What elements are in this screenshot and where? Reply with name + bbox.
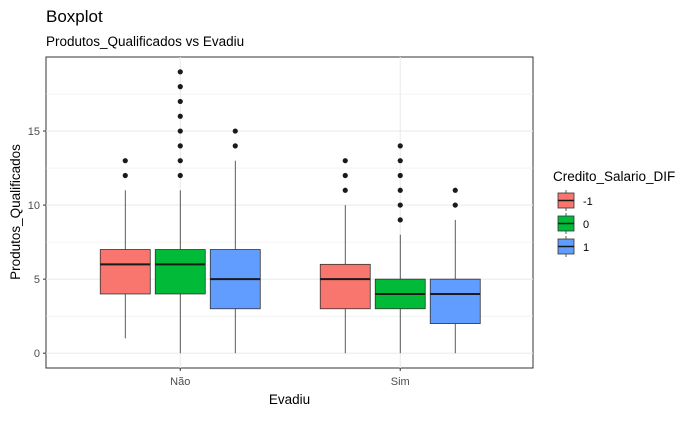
outlier-point (177, 69, 183, 75)
outlier-point (122, 172, 128, 179)
outlier-point (122, 158, 128, 164)
outlier-point (342, 172, 348, 179)
outlier-point (177, 172, 183, 179)
box-body (99, 249, 151, 295)
legend-item-1: 1 (557, 236, 589, 257)
x-axis-ticks: Não Sim (170, 368, 410, 388)
outlier-point (232, 128, 238, 134)
x-axis-title: Evadiu (269, 392, 310, 407)
outlier-point (177, 128, 183, 134)
x-tick-label: Não (170, 376, 190, 388)
outlier-point (397, 143, 403, 149)
box-group (99, 69, 481, 354)
box-1-Sim (429, 187, 481, 354)
outlier-point (177, 158, 183, 164)
outlier-point (342, 158, 348, 164)
legend-label: -1 (583, 196, 593, 208)
outlier-point (397, 187, 403, 193)
outlier-point (177, 143, 183, 149)
outlier-point (342, 187, 348, 193)
outlier-point (452, 202, 458, 208)
box--1-Não (99, 158, 151, 339)
outlier-point (397, 202, 403, 208)
legend-item--1: -1 (557, 190, 593, 211)
legend-item-0: 0 (557, 213, 589, 234)
y-tick-label: 15 (28, 126, 40, 138)
outlier-point (177, 98, 183, 105)
outlier-point (177, 113, 183, 119)
y-axis-title: Produtos_Qualificados (8, 144, 23, 280)
box-0-Sim (374, 143, 426, 354)
y-axis-ticks: 0 5 10 15 (28, 126, 46, 360)
box-0-Não (154, 69, 206, 354)
legend: Credito_Salario_DIF -1 0 1 (553, 169, 675, 257)
outlier-point (177, 84, 183, 90)
outlier-point (397, 217, 403, 223)
box-body (319, 263, 371, 310)
y-tick-label: 5 (34, 274, 40, 286)
outlier-point (397, 172, 403, 179)
box--1-Sim (319, 158, 371, 354)
outlier-point (452, 187, 458, 193)
y-tick-label: 10 (28, 200, 40, 212)
box-body (154, 249, 206, 295)
box-body (429, 278, 481, 324)
x-tick-label: Sim (391, 376, 410, 388)
legend-title: Credito_Salario_DIF (553, 169, 675, 184)
chart-title: Boxplot (46, 7, 103, 26)
y-tick-label: 0 (34, 348, 40, 360)
box-1-Não (209, 128, 261, 354)
outlier-point (232, 143, 238, 149)
chart-subtitle: Produtos_Qualificados vs Evadiu (46, 34, 244, 49)
legend-label: 0 (583, 219, 589, 231)
legend-label: 1 (583, 242, 589, 254)
outlier-point (397, 158, 403, 164)
